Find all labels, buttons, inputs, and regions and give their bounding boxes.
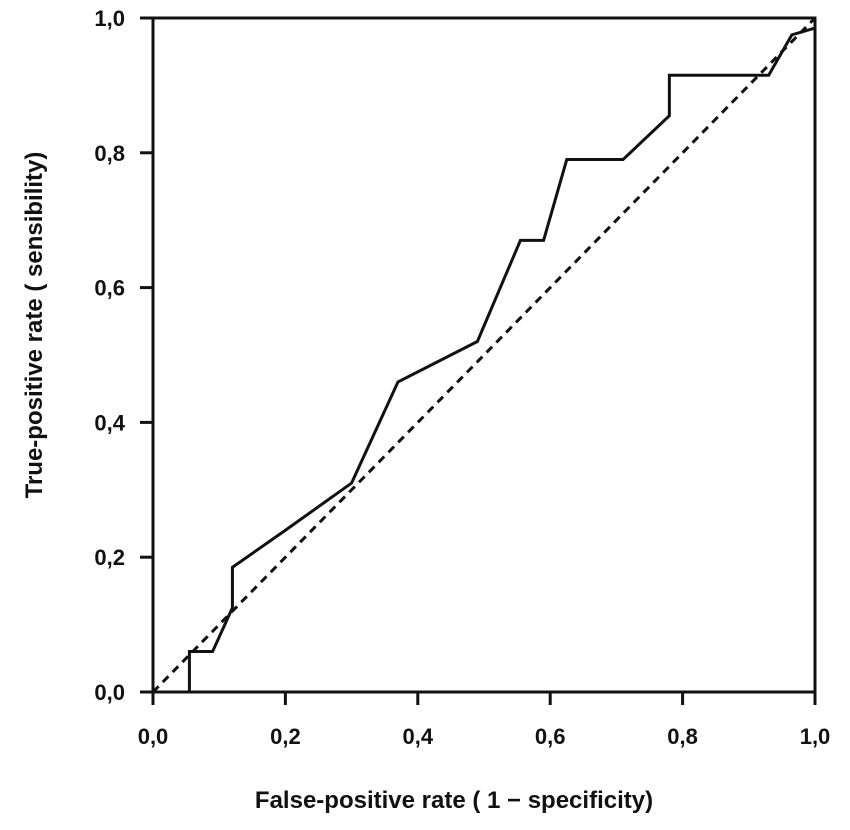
y-tick-label: 0,0 [94, 680, 125, 705]
x-tick-label: 0,6 [535, 724, 566, 749]
x-tick-label: 0,0 [138, 724, 169, 749]
x-tick-label: 0,2 [270, 724, 301, 749]
y-tick-label: 0,8 [94, 141, 125, 166]
x-tick-label: 0,4 [403, 724, 434, 749]
y-axis: 0,0 0,2 0,4 0,6 0,8 1,0 [94, 6, 153, 705]
y-tick-label: 0,4 [94, 410, 125, 435]
y-axis-title: True-positive rate ( sensibility) [21, 152, 48, 499]
y-tick-label: 0,6 [94, 276, 125, 301]
diagonal-reference-line [151, 16, 817, 694]
x-axis: 0,0 0,2 0,4 0,6 0,8 1,0 [138, 692, 831, 749]
plot-frame [151, 16, 817, 694]
x-axis-title: False-positive rate ( 1 − specificity) [255, 787, 653, 814]
x-tick-label: 1,0 [800, 724, 831, 749]
y-tick-label: 0,2 [94, 545, 125, 570]
roc-curve-line [187, 26, 816, 692]
series-layer [151, 16, 817, 694]
x-tick-label: 0,8 [667, 724, 698, 749]
y-tick-label: 1,0 [94, 6, 125, 31]
